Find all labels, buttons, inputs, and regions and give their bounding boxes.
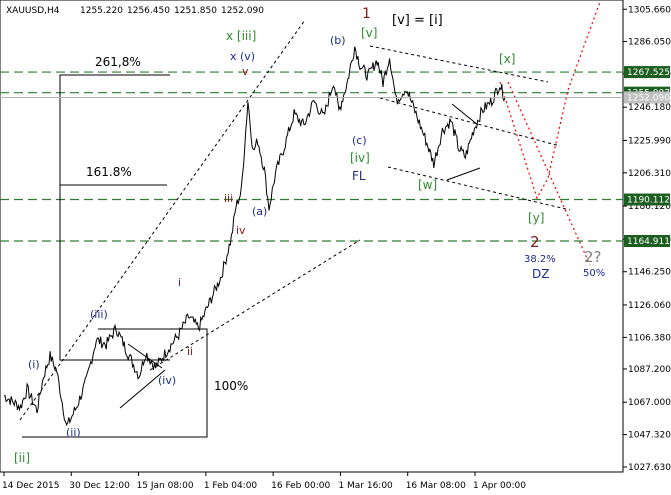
dz-label: DZ — [532, 267, 549, 281]
diagonal-middle-line — [379, 97, 561, 147]
header-close: 1252.090 — [221, 6, 264, 16]
wave-label-iii-blue: (iii) — [90, 308, 108, 321]
wave-label-iii-red: iii — [224, 192, 233, 205]
y-tick-label: 1126.060 — [628, 301, 671, 311]
header-open: 1255.220 — [80, 6, 123, 16]
current-price-label: 1252.090 — [627, 93, 670, 103]
x-tick-label: 16 Mar 08:00 — [406, 481, 466, 491]
wave-label-v-green: [v] — [361, 26, 377, 40]
y-tick-label: 1286.050 — [628, 38, 671, 48]
forecast-path-y — [499, 1, 601, 200]
wave-label-1-red: 1 — [362, 6, 371, 22]
y-tick-label: 1087.200 — [628, 365, 671, 375]
forecast-path-alt — [507, 81, 591, 266]
header-high: 1256.450 — [127, 6, 170, 16]
fib-box-261 — [59, 74, 170, 361]
x-tick-label: 15 Jan 08:00 — [137, 481, 194, 491]
wave-label-ii-blue: (ii) — [66, 426, 81, 439]
upper-channel-line — [19, 19, 306, 421]
wave-iv-trend — [119, 369, 166, 409]
fib-161-label: 161.8% — [86, 165, 132, 179]
y-tick-label: 1067.000 — [628, 398, 671, 408]
x-tick-label: 1 Apr 00:00 — [473, 481, 526, 491]
level-price-box — [624, 235, 670, 248]
diagonal-lower-line — [387, 166, 571, 211]
wave-label-i-blue: (i) — [28, 358, 40, 371]
fib-38-label: 38.2% — [524, 254, 556, 265]
wave-label-y-green: [y] — [528, 211, 544, 225]
x-tick-label: 16 Feb 00:00 — [271, 481, 330, 491]
wave-label-iv-blue: (iv) — [158, 374, 176, 387]
fib-261-label: 261,8% — [95, 55, 141, 69]
y-tick-label: 1146.250 — [628, 268, 671, 278]
level-price-box — [624, 66, 670, 79]
level-price-box — [624, 193, 670, 206]
wave-label-c-blue: (c) — [352, 134, 367, 147]
y-tick-label: 1305.660 — [628, 5, 671, 15]
header-symbol: XAUUSD,H4 — [6, 6, 60, 16]
y-tick-label: 1206.310 — [628, 169, 671, 179]
wave-label-x-green: [x] — [499, 52, 515, 66]
x-tick-label: 1 Mar 16:00 — [338, 481, 393, 491]
y-tick-label: 1186.120 — [628, 202, 671, 212]
x-tick-label: 30 Dec 12:00 — [69, 481, 130, 491]
wave-label-x-iii-green: x [iii] — [226, 29, 256, 43]
wave-label-2-red: 2 — [530, 233, 540, 251]
plot-area — [0, 0, 624, 473]
wave-label-i-red: i — [178, 276, 181, 289]
wave-label-iv-red: iv — [236, 224, 246, 237]
wave-label-ii-green: [ii] — [14, 451, 30, 465]
wave-label-w-green: [w] — [418, 178, 437, 192]
wave-label-iv-green: [iv] — [350, 151, 370, 165]
wave-label-x-v-blue: x (v) — [230, 50, 255, 63]
y-tick-label: 1027.630 — [628, 463, 671, 473]
price-series-line — [3, 46, 506, 426]
wave-label-2q-grey: 2? — [584, 248, 602, 266]
wave-label-ii-red: ii — [187, 345, 193, 358]
lower-channel-line — [149, 239, 361, 371]
wave-w-trend — [446, 167, 481, 181]
header-low: 1251.850 — [174, 6, 217, 16]
diagonal-upper-line — [369, 45, 549, 83]
y-tick-label: 1047.320 — [628, 431, 671, 441]
fib-50-label: 50% — [583, 268, 605, 279]
y-tick-label: 1225.990 — [628, 136, 671, 146]
level-price-label: 1267.525 — [627, 68, 670, 78]
y-tick-label: 1246.180 — [628, 103, 671, 113]
y-tick-label: 1106.380 — [628, 333, 671, 343]
current-price-box — [624, 91, 670, 104]
equality-annotation: [v] = [i] — [392, 13, 443, 28]
fib-box-100 — [22, 328, 208, 438]
x-tick-label: 1 Feb 04:00 — [204, 481, 258, 491]
wave-label-v-red: v — [242, 65, 249, 78]
fib-100-label: 100% — [214, 379, 248, 393]
wave-label-a-blue: (a) — [252, 205, 267, 218]
fl-label: FL — [352, 169, 366, 183]
level-price-label: 1190.112 — [627, 196, 670, 206]
x-tick-label: 14 Dec 2015 — [2, 481, 60, 491]
wave-label-b-blue: (b) — [330, 34, 346, 47]
level-price-label: 1164.911 — [627, 237, 670, 247]
wave-x-trend-1 — [451, 103, 479, 126]
